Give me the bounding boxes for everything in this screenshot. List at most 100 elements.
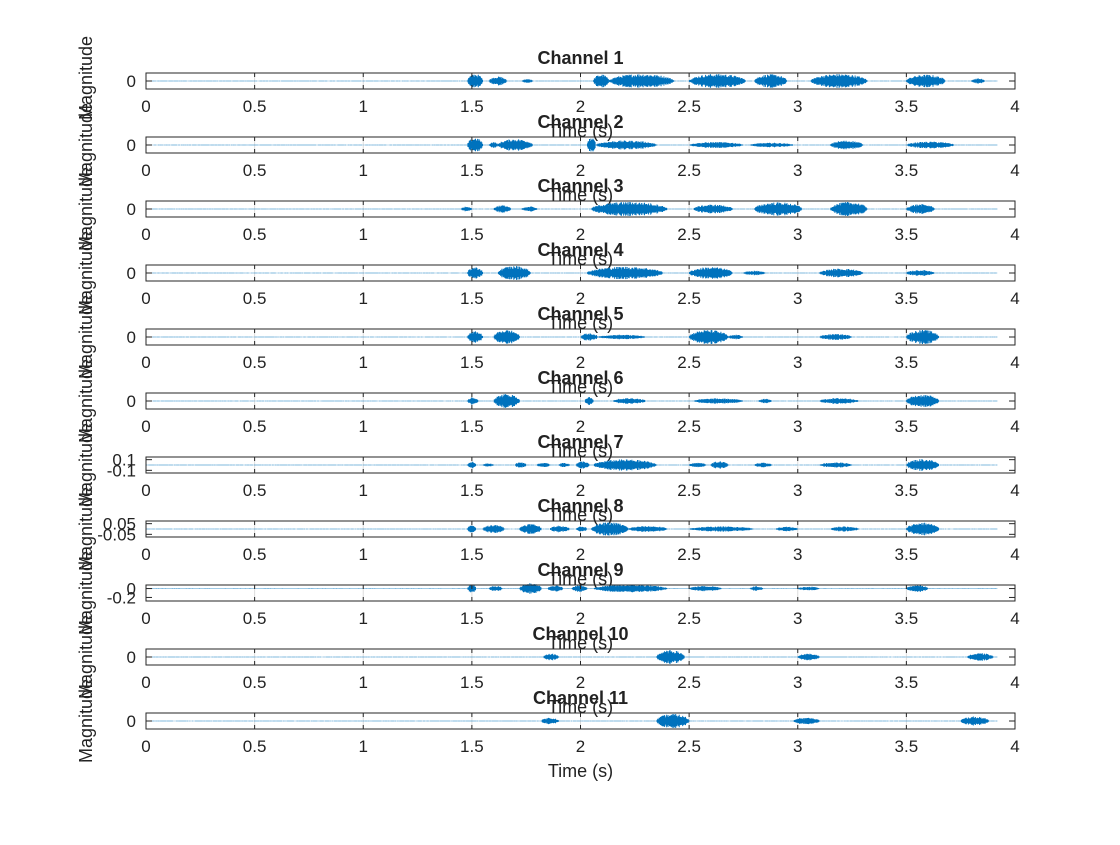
x-tick-label: 0.5 [243, 417, 267, 436]
x-tick-label: 2 [576, 225, 585, 244]
x-tick-label: 1 [359, 353, 368, 372]
subplot-channel-5: 0 0.5 1 1.5 2 2.5 3 3.5 4 0 Time (s) Magnitude [76, 295, 1020, 397]
x-tick-label: 4 [1010, 225, 1019, 244]
x-tick-label: 1.5 [460, 97, 484, 116]
x-tick-label: 0.5 [243, 545, 267, 564]
x-tick-label: 3 [793, 545, 802, 564]
x-tick-label: 3.5 [895, 737, 919, 756]
x-tick-label: 2.5 [677, 737, 701, 756]
y-tick-label: 0.1 [112, 451, 136, 470]
y-axis-label: Magnitude [76, 167, 96, 251]
x-tick-label: 2.5 [677, 673, 701, 692]
subplot-title: Channel 6 [537, 368, 623, 388]
y-tick-label: 0 [127, 712, 136, 731]
x-axis-label: Time (s) [548, 505, 613, 525]
subplot-title: Channel 2 [537, 112, 623, 132]
y-tick-label: 0 [127, 580, 136, 599]
y-axis-label: Magnitude [76, 679, 96, 763]
x-tick-label: 3 [793, 609, 802, 628]
x-tick-label: 1.5 [460, 737, 484, 756]
y-tick-label: 0 [127, 200, 136, 219]
x-tick-label: 0 [141, 609, 150, 628]
x-tick-label: 0.5 [243, 161, 267, 180]
subplot-title: Channel 10 [532, 624, 628, 644]
x-tick-label: 2 [576, 481, 585, 500]
y-tick-label: 0 [127, 72, 136, 91]
x-tick-label: 2.5 [677, 353, 701, 372]
x-tick-label: 2 [576, 417, 585, 436]
x-tick-label: 2 [576, 673, 585, 692]
x-tick-label: 1 [359, 289, 368, 308]
x-tick-label: 4 [1010, 353, 1019, 372]
x-tick-label: 3.5 [895, 481, 919, 500]
subplot-title: Channel 5 [537, 304, 623, 324]
x-tick-label: 0.5 [243, 481, 267, 500]
subplot-title: Channel 7 [537, 432, 623, 452]
y-tick-label: 0 [127, 328, 136, 347]
x-tick-label: 3.5 [895, 97, 919, 116]
x-tick-label: 3.5 [895, 289, 919, 308]
x-axis-label: Time (s) [548, 569, 613, 589]
y-tick-label: 0 [127, 392, 136, 411]
x-tick-label: 4 [1010, 417, 1019, 436]
x-tick-label: 0 [141, 97, 150, 116]
x-tick-label: 2.5 [677, 481, 701, 500]
x-axis-label: Time (s) [548, 185, 613, 205]
subplot-channel-4: 0 0.5 1 1.5 2 2.5 3 3.5 4 0 Time (s) Magnitude [76, 231, 1020, 333]
x-tick-label: 2 [576, 545, 585, 564]
subplot-channel-11: 0 0.5 1 1.5 2 2.5 3 3.5 4 0 Time (s) Magnitude [76, 679, 1020, 781]
x-tick-label: 0.5 [243, 353, 267, 372]
x-axis-label: Time (s) [548, 761, 613, 781]
x-tick-label: 0.5 [243, 289, 267, 308]
x-tick-label: 0 [141, 737, 150, 756]
x-tick-label: 1.5 [460, 481, 484, 500]
x-tick-label: 2 [576, 161, 585, 180]
x-tick-label: 2.5 [677, 289, 701, 308]
x-tick-label: 3.5 [895, 225, 919, 244]
x-tick-label: 3 [793, 673, 802, 692]
x-tick-label: 0 [141, 417, 150, 436]
y-axis-label: Magnitude [76, 551, 96, 635]
y-tick-label: -0.1 [107, 461, 136, 480]
x-tick-label: 4 [1010, 289, 1019, 308]
x-tick-label: 1 [359, 417, 368, 436]
x-tick-label: 2.5 [677, 417, 701, 436]
x-tick-label: 2 [576, 609, 585, 628]
y-axis-label: Magnitude [76, 359, 96, 443]
x-tick-label: 1 [359, 481, 368, 500]
x-tick-label: 0 [141, 289, 150, 308]
x-axis-label: Time (s) [548, 249, 613, 269]
x-tick-label: 0.5 [243, 609, 267, 628]
y-tick-label: -0.05 [97, 525, 136, 544]
x-tick-label: 0.5 [243, 737, 267, 756]
subplot-title: Channel 1 [537, 48, 623, 68]
y-axis-label: Magnitude [76, 231, 96, 315]
x-tick-label: 4 [1010, 609, 1019, 628]
x-tick-label: 0.5 [243, 673, 267, 692]
x-tick-label: 4 [1010, 97, 1019, 116]
x-tick-label: 1.5 [460, 225, 484, 244]
x-tick-label: 3 [793, 289, 802, 308]
x-tick-label: 2 [576, 737, 585, 756]
x-tick-label: 1.5 [460, 161, 484, 180]
x-tick-label: 3 [793, 417, 802, 436]
x-tick-label: 0.5 [243, 225, 267, 244]
x-tick-label: 3 [793, 737, 802, 756]
x-axis-label: Time (s) [548, 377, 613, 397]
x-tick-label: 2.5 [677, 225, 701, 244]
x-tick-label: 4 [1010, 481, 1019, 500]
y-axis-label: Magnitude [76, 423, 96, 507]
subplot-channel-7: 0 0.5 1 1.5 2 2.5 3 3.5 4 0.1-0.1 Time (s) Magnitud… [76, 423, 1020, 525]
x-tick-label: 1.5 [460, 353, 484, 372]
x-tick-label: 3.5 [895, 609, 919, 628]
subplot-title: Channel 8 [537, 496, 623, 516]
subplot-title: Channel 3 [537, 176, 623, 196]
x-tick-label: 3.5 [895, 353, 919, 372]
x-tick-label: 1.5 [460, 609, 484, 628]
y-tick-label: 0 [127, 648, 136, 667]
subplot-title: Channel 9 [537, 560, 623, 580]
x-axis-label: Time (s) [548, 633, 613, 653]
x-tick-label: 3 [793, 225, 802, 244]
x-tick-label: 3 [793, 97, 802, 116]
